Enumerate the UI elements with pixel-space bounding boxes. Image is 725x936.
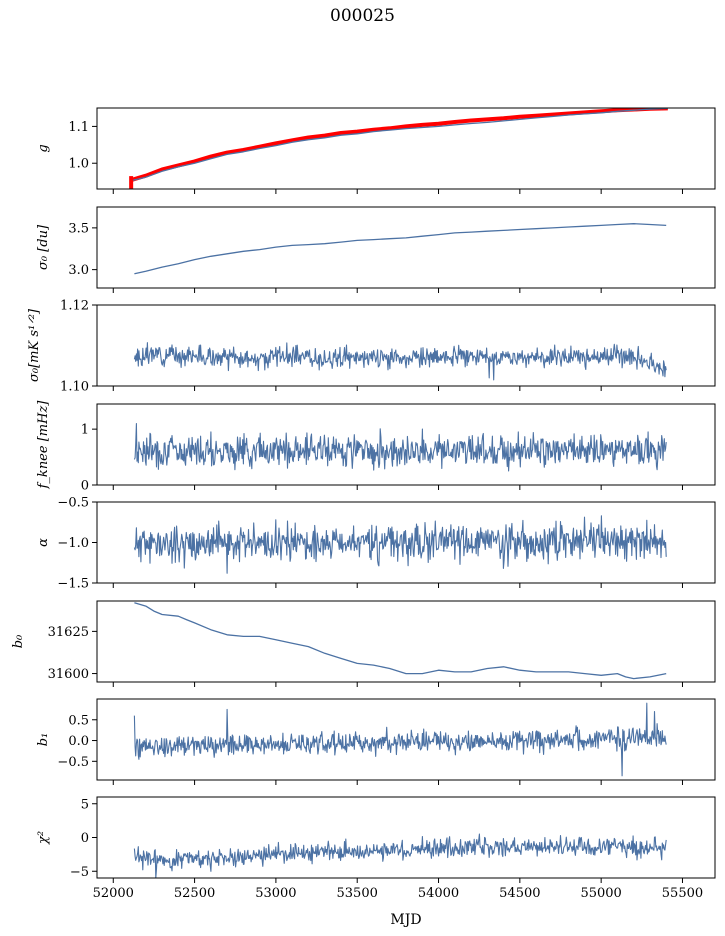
y-tick-label: −1.0 [57,536,89,551]
y-tick-label: 0 [81,831,89,846]
y-tick-label: 3.5 [68,221,89,236]
axes-frame [96,600,716,683]
subplot-2: 3.0 3.5 σ₀ [du] [36,206,716,293]
y-axis-label: χ² [36,831,51,845]
y-axis-label: α [36,538,51,547]
x-tick-label: 52500 [174,886,215,901]
axes-frame [96,698,716,781]
x-tick-label: 55500 [662,886,703,901]
series-line-1 [131,108,668,182]
axes-frame [96,206,716,289]
y-tick-label: 1 [81,423,89,438]
series-line [133,833,667,878]
plot-area [134,602,667,680]
series-line-1 [134,223,667,275]
y-tick-label: 5 [81,797,89,812]
y-axis-label: σ₀[mK s¹ᐟ²] [27,308,42,382]
y-tick-label: 3.0 [68,263,89,278]
axes-frame [96,796,716,879]
plot-area [133,833,667,878]
figure-title: 000025 [330,6,395,26]
x-tick-label: 54500 [499,886,540,901]
plot-area [133,515,667,574]
axes-frame [96,403,716,486]
y-tick-label: 0 [81,479,89,494]
y-axis-label: b₁ [36,733,51,747]
x-tick-label: 53500 [337,886,378,901]
y-tick-label: 1.12 [60,299,89,314]
y-tick-label: 31625 [48,625,89,640]
x-tick-label: 55000 [580,886,621,901]
subplot-5: −1.5 −1.0 −0.5 α [36,496,716,592]
series-line [133,342,667,381]
plot-area [129,108,668,189]
series-line [133,423,667,472]
plot-area [133,702,667,777]
y-tick-label: −0.5 [57,755,89,770]
y-tick-label: 31600 [48,667,89,682]
series-line-1 [134,602,667,680]
axes-frame [96,107,716,190]
y-tick-label: −0.5 [57,496,89,511]
subplot-6: 31600 31625 b₀ [11,600,716,687]
y-tick-label: 1.0 [68,157,89,172]
y-axis-label: σ₀ [du] [36,224,51,270]
y-tick-label: −1.5 [57,577,89,592]
axes-frame [96,304,716,387]
y-axis-label: b₀ [11,634,26,648]
y-tick-label: 1.1 [68,120,89,135]
series-line-2 [131,108,668,182]
subplot-8: −5 0 5 52000 52500 53000 53500 54000 54500 55000 5… [36,796,716,901]
y-tick-label: 0.5 [68,713,89,728]
x-axis-label: MJD [390,912,421,928]
subplot-7: −0.5 0.0 0.5 b₁ [36,698,716,785]
subplot-1: 1.0 1.1 g [36,107,716,194]
x-tick-label: 53000 [255,886,296,901]
series-line [133,515,667,574]
plot-area [133,342,667,381]
y-tick-label: 0.0 [68,734,89,749]
y-axis-label: g [36,144,51,152]
y-axis-label: f_knee [mHz] [36,400,51,490]
y-tick-label: −5 [70,865,89,880]
y-tick-label: 1.10 [60,380,89,395]
series-line [133,702,667,777]
x-tick-label: 52000 [93,886,134,901]
subplot-3: 1.10 1.12 σ₀[mK s¹ᐟ²] [27,299,716,395]
plot-area [134,223,667,275]
plot-area [133,423,667,472]
subplot-4: 0 1 f_knee [mHz] [36,400,716,494]
x-tick-label: 54000 [418,886,459,901]
